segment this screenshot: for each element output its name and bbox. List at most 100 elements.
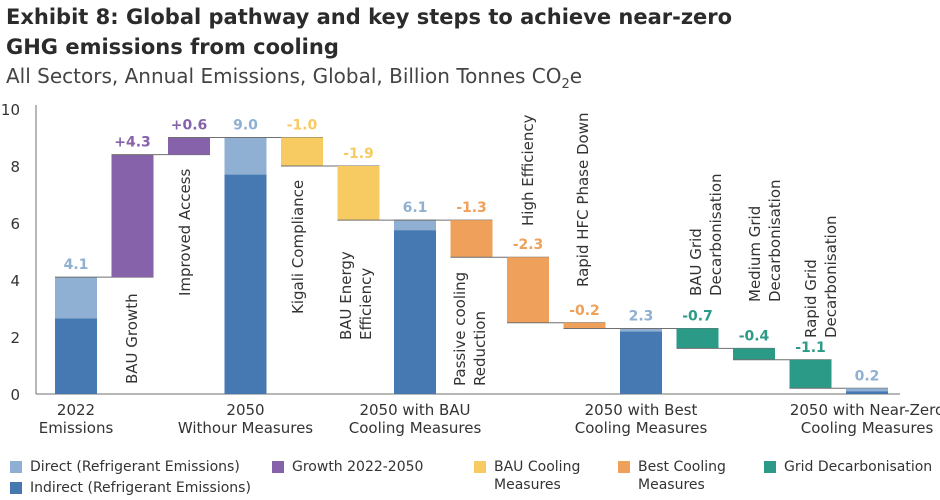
step-label: Rapid HFC Phase Down [574, 113, 592, 287]
legend-label: Growth 2022-2050 [292, 459, 424, 475]
subtitle-subscript: 2 [561, 77, 570, 92]
legend-swatch [10, 461, 22, 473]
step-label-text: Rapid Grid Decarbonisation [802, 216, 840, 339]
step-label: BAU Growth [123, 293, 141, 384]
step-value-label: -1.1 [795, 340, 826, 356]
step-value-label: -1.3 [456, 200, 487, 216]
legend-label: Best Cooling Measures [638, 459, 726, 493]
bar-value-label: 4.1 [64, 257, 89, 273]
step-label-line: Efficiency [357, 268, 375, 340]
step-label: Passive cooling Reduction [451, 272, 489, 386]
step-label-line: BAU Energy [337, 251, 355, 340]
step-label: Improved Access [176, 168, 194, 296]
legend-label: BAU Cooling Measures [494, 459, 581, 493]
step-bar [337, 166, 380, 221]
legend-swatch [10, 482, 22, 494]
step-label: Kigali Compliance [289, 180, 307, 314]
bar-direct [224, 137, 267, 175]
y-tick-label: 8 [10, 158, 20, 176]
x-tick-label: 2050 with BAU Cooling Measures [349, 401, 482, 437]
step-label: BAU Grid Decarbonisation [687, 174, 725, 297]
step-label: Medium Grid Decarbonisation [746, 180, 784, 303]
step-label-line: BAU Grid [687, 228, 705, 296]
step-value-label: +0.6 [171, 118, 208, 134]
bar-indirect [394, 230, 436, 394]
step-label-line: Improved Access [176, 168, 194, 296]
y-tick-label: 2 [10, 329, 20, 347]
step-bar [450, 220, 493, 258]
step-bar [676, 328, 719, 349]
bar-direct [846, 388, 888, 392]
step-label-text: High Efficiency [519, 114, 537, 226]
bar-value-label: 2.3 [629, 308, 654, 324]
bar-value-label: 9.0 [233, 118, 258, 134]
step-value-label: -2.3 [513, 237, 544, 253]
x-tick-label-line: 2022 [57, 401, 95, 419]
bar-indirect [55, 318, 97, 394]
legend-swatch [272, 461, 284, 473]
step-bar [733, 348, 775, 360]
legend-swatch [474, 461, 486, 473]
step-label-text: Medium Grid Decarbonisation [746, 180, 784, 303]
bar-value-label: 6.1 [403, 200, 428, 216]
x-tick-label-line: Cooling Measures [801, 419, 934, 437]
step-label-line: Kigali Compliance [289, 180, 307, 314]
x-tick-label-line: 2050 with Best [585, 401, 698, 419]
step-label-text: Passive cooling Reduction [451, 272, 489, 386]
x-tick-label: 2050 with Best Cooling Measures [575, 401, 708, 437]
step-value-label: -0.2 [569, 303, 600, 319]
y-tick-label: 6 [10, 215, 20, 233]
y-tick-label: 4 [10, 272, 20, 290]
step-label-line: Decarbonisation [766, 180, 784, 303]
subtitle-main: All Sectors, Annual Emissions, Global, B… [6, 64, 562, 88]
x-tick-label-line: 2050 [226, 401, 264, 419]
chart-subtitle: All Sectors, Annual Emissions, Global, B… [6, 62, 582, 99]
bar-direct [620, 328, 662, 332]
step-label-text: BAU Grid Decarbonisation [687, 174, 725, 297]
y-tick-label: 0 [10, 386, 20, 404]
step-value-label: -1.9 [343, 146, 374, 162]
step-label-text: Kigali Compliance [289, 180, 307, 314]
step-label-line: Rapid Grid [802, 259, 820, 338]
x-tick-label-line: Emissions [39, 419, 114, 437]
subtitle-tail: e [569, 64, 583, 88]
step-label: High Efficiency [519, 114, 537, 226]
step-label-line: Decarbonisation [707, 174, 725, 297]
step-bar [563, 322, 606, 329]
bar-indirect [846, 391, 888, 394]
legend-label: Grid Decarbonisation [784, 459, 933, 475]
step-label-line: Reduction [471, 311, 489, 386]
x-tick-label: 2022 Emissions [39, 401, 114, 437]
step-label-line: Decarbonisation [822, 216, 840, 339]
step-value-label: -0.7 [682, 308, 713, 324]
step-bar [789, 359, 832, 389]
legend-label: Indirect (Refrigerant Emissions) [30, 480, 251, 496]
x-tick-label: 2050 with Near-Zero Cooling Measures [790, 401, 940, 437]
step-label-line: BAU Growth [123, 293, 141, 384]
step-label-line: Passive cooling [451, 272, 469, 386]
bar-indirect [224, 174, 267, 394]
chart-title-line-1: Exhibit 8: Global pathway and key steps … [6, 5, 733, 29]
step-label: BAU Energy Efficiency [337, 251, 375, 340]
legend-swatch [618, 461, 630, 473]
step-label-line: High Efficiency [519, 114, 537, 226]
step-bar [168, 137, 210, 155]
bar-direct [394, 220, 436, 231]
step-label-text: Rapid HFC Phase Down [574, 113, 592, 287]
x-tick-label-line: Cooling Measures [575, 419, 708, 437]
step-label-text: Improved Access [176, 168, 194, 296]
step-label-line: Rapid HFC Phase Down [574, 113, 592, 287]
x-tick-label: 2050 Withour Measures [178, 401, 313, 437]
step-bar [111, 154, 154, 278]
bar-value-label: 0.2 [855, 368, 880, 384]
bar-direct [55, 277, 97, 319]
x-tick-label-line: Cooling Measures [349, 419, 482, 437]
waterfall-chart: 0 2 4 6 8 10 4.1 2022 Emissions +4.3 +0.6 9.0 2050 Wi… [1, 101, 940, 437]
legend-label: Direct (Refrigerant Emissions) [30, 459, 240, 475]
legend-swatch [764, 461, 776, 473]
chart-title-line-2: GHG emissions from cooling [6, 35, 339, 59]
step-bar [281, 137, 323, 166]
step-value-label: -0.4 [739, 328, 770, 344]
step-label: Rapid Grid Decarbonisation [802, 216, 840, 339]
x-tick-label-line: 2050 with BAU [359, 401, 470, 419]
